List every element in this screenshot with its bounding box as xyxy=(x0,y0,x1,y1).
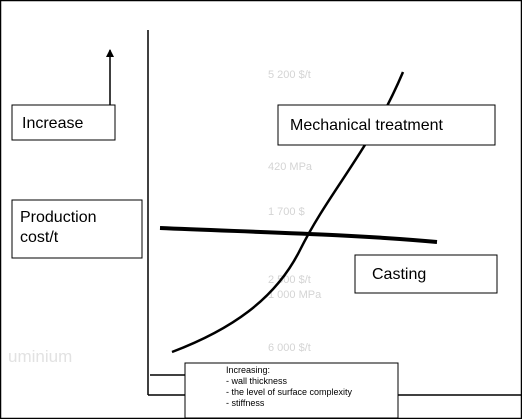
ghost-text: 2 500 $/t xyxy=(268,274,311,286)
label: Increase xyxy=(22,115,83,132)
caption-text: - the level of surface complexity xyxy=(226,387,353,397)
label: Casting xyxy=(372,266,426,283)
caption-text: - wall thickness xyxy=(226,376,288,386)
casting-box xyxy=(354,254,498,294)
mechanical-box xyxy=(277,104,496,146)
y-label-box xyxy=(11,199,143,259)
ghost-text: 1 000 MPa xyxy=(268,289,322,301)
ghost-text: 1 700 $ xyxy=(268,206,305,218)
ghost-text: uminium xyxy=(8,347,72,366)
caption-text: - stiffness xyxy=(226,398,265,408)
ghost-text: 420 MPa xyxy=(268,161,313,173)
label: Mechanical treatment xyxy=(290,117,444,134)
casting-curve xyxy=(159,226,438,244)
increase-box xyxy=(11,104,116,141)
caption-box xyxy=(184,362,399,419)
caption-text: Increasing: xyxy=(226,365,270,375)
label: cost/t xyxy=(20,229,59,246)
label: Production xyxy=(20,209,97,226)
ghost-text: 6 000 $/t xyxy=(268,342,311,354)
ghost-text: 5 200 $/t xyxy=(268,69,311,81)
